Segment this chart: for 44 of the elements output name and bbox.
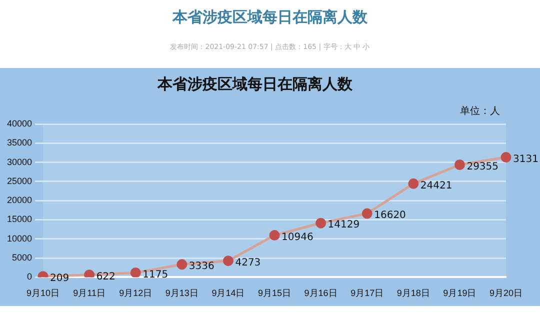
y-tick-label: 30000 xyxy=(6,156,32,167)
y-tick-label: 25000 xyxy=(6,176,32,186)
x-tick-label: 9月18日 xyxy=(396,288,430,298)
text: 3131 xyxy=(513,154,538,165)
text: 4273 xyxy=(235,257,261,268)
y-tick-label: 40000 xyxy=(6,118,32,128)
point xyxy=(408,178,419,189)
y-tick-label: 0 xyxy=(27,272,32,282)
y-tick-label: 10000 xyxy=(6,233,32,244)
text: 14129 xyxy=(328,220,360,231)
x-tick-label: 9月17日 xyxy=(350,288,384,298)
y-tick-label: 20000 xyxy=(6,195,32,206)
x-tick-label: 9月11日 xyxy=(73,288,106,298)
point xyxy=(500,152,512,163)
x-tick-label: 9月12日 xyxy=(119,288,152,298)
x-tick-label: 9月13日 xyxy=(165,288,198,298)
text: 单位：人 xyxy=(460,104,500,118)
x-tick-label: 9月16日 xyxy=(304,288,338,298)
point xyxy=(454,160,465,170)
point xyxy=(269,230,280,241)
text: 16620 xyxy=(374,210,406,222)
text: 622 xyxy=(96,271,116,282)
text: 1175 xyxy=(142,269,168,280)
text: 3336 xyxy=(188,261,214,272)
point xyxy=(130,267,141,278)
chart-title: 本省涉疫区域每日在隔离人数 xyxy=(156,74,354,93)
y-tick-label: 35000 xyxy=(6,138,32,148)
y-tick-label: 5000 xyxy=(12,252,32,263)
x-tick-label: 9月15日 xyxy=(258,288,292,298)
point xyxy=(84,270,95,278)
point xyxy=(222,256,234,266)
x-tick-label: 9月10日 xyxy=(26,288,60,298)
point xyxy=(316,218,326,228)
text: 29355 xyxy=(466,161,499,172)
point xyxy=(176,259,188,270)
text: 10946 xyxy=(282,232,314,243)
text: 本省涉疫区域每日在隔离人数 xyxy=(171,8,368,27)
text: 209 xyxy=(50,272,70,284)
point xyxy=(362,208,372,219)
x-tick-label: 9月20日 xyxy=(489,288,523,298)
x-tick-label: 9月19日 xyxy=(443,288,476,298)
y-tick-label: 15000 xyxy=(6,214,32,224)
text: 24421 xyxy=(420,180,452,192)
x-tick-label: 9月14日 xyxy=(212,288,245,298)
